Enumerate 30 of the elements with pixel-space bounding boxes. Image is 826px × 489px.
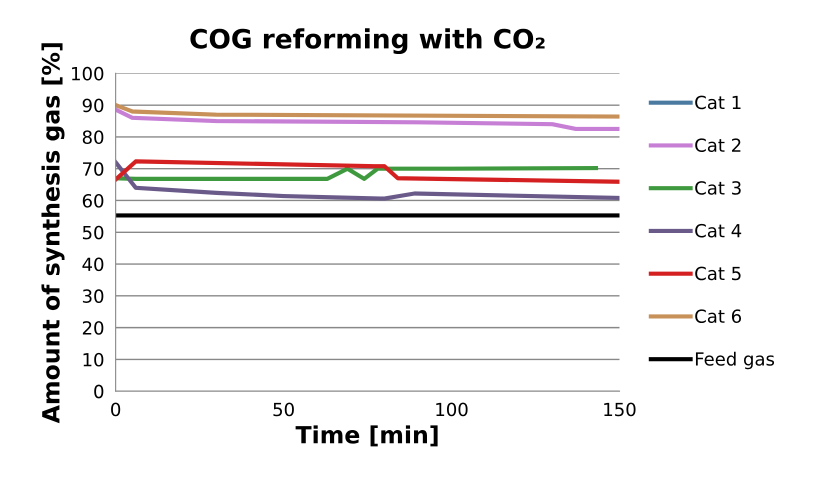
x-tick-label: 0 (111, 402, 120, 416)
legend-label: Cat 6 (695, 309, 742, 324)
x-tick-label: 150 (604, 402, 636, 416)
y-tick-label: 0 (94, 384, 104, 398)
line-series (116, 160, 620, 201)
y-tick-label: 10 (84, 352, 104, 367)
y-tick-label: 40 (82, 258, 104, 272)
x-tick-label: 50 (274, 402, 294, 416)
legend-label: Cat 2 (695, 138, 740, 152)
y-tick-label: 20 (82, 321, 104, 335)
legend-label: Cat 1 (695, 96, 741, 110)
line-series (116, 103, 620, 119)
y-tick-label: 100 (72, 66, 104, 80)
legend-label: Cat 5 (695, 266, 741, 280)
y-tick-label: 50 (82, 226, 104, 240)
legend-label: Feed gas (696, 352, 774, 370)
y-tick-label: 30 (82, 289, 104, 303)
x-axis-title: Time [min] (296, 425, 438, 446)
chart-title: COG reforming with CO₂ (190, 28, 545, 54)
x-tick-label: 100 (436, 402, 468, 416)
y-tick-label: 80 (82, 130, 104, 144)
y-tick-label: 60 (82, 194, 104, 208)
legend-label: Cat 4 (695, 224, 742, 238)
line-series (116, 159, 620, 184)
line-series (116, 166, 598, 181)
legend-label: Cat 3 (695, 181, 741, 195)
y-axis-title: Amount of synthesis gas [%] (41, 43, 65, 424)
y-tick-label: 90 (82, 98, 104, 112)
y-tick-label: 70 (83, 162, 104, 176)
line-series (116, 108, 620, 132)
